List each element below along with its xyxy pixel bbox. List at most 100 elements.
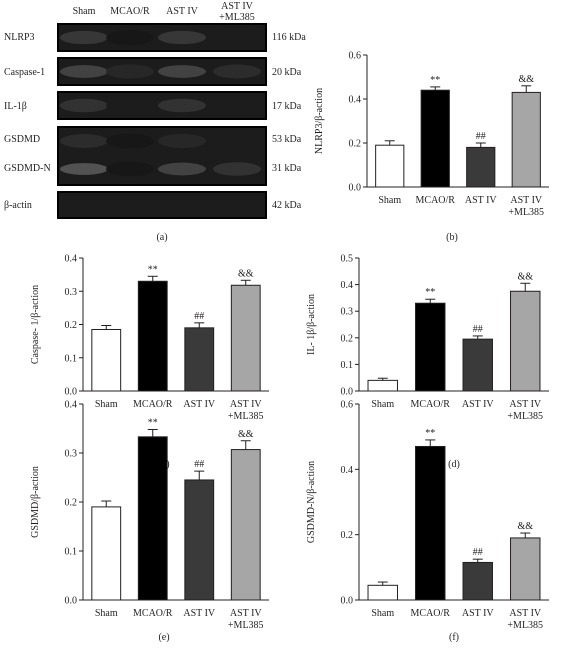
y-tick-label: 0.4 (349, 95, 362, 106)
bar (367, 584, 398, 601)
bar (462, 338, 493, 392)
x-tick-label: Sham (95, 608, 118, 619)
y-tick-label: 0.5 (341, 254, 354, 265)
blot-band (60, 30, 108, 45)
x-tick-label: AST IV (183, 608, 216, 619)
bar (462, 561, 493, 601)
bar (420, 89, 450, 188)
bar-charts: 0.0 0.2 0.4 0.6 NLRP3/β-action Sham ** MCAO/R ##… (30, 51, 549, 643)
bar (510, 290, 541, 392)
blot-band (60, 163, 108, 175)
blot-row-label: GSDMD (4, 134, 40, 145)
panel-label: (d) (448, 459, 460, 470)
blot-band (213, 30, 261, 45)
y-tick-label: 0.1 (341, 360, 354, 371)
y-tick-label: 0.2 (341, 530, 354, 541)
y-tick-label: 0.4 (65, 254, 78, 265)
y-tick-label: 0.0 (341, 596, 354, 607)
x-tick-label: +ML385 (507, 411, 543, 422)
blot-strip (57, 23, 267, 52)
bar (415, 302, 446, 392)
blot-column-label: AST IV (166, 6, 199, 17)
panel-label: (b) (446, 232, 458, 243)
significance-mark: ## (473, 324, 483, 335)
blot-band (158, 98, 206, 113)
panel-label-a: (a) (156, 232, 167, 243)
blot-strip (57, 191, 267, 219)
y-tick-label: 0.4 (65, 400, 78, 411)
blot-mw-label: 17 kDa (272, 101, 302, 112)
x-tick-label: AST IV (509, 399, 542, 410)
bar (230, 449, 261, 601)
panel-label: (f) (449, 632, 459, 643)
blot-column-label: Sham (73, 6, 96, 17)
blot-mw-label: 116 kDa (272, 32, 306, 43)
y-tick-label: 0.0 (65, 387, 78, 398)
x-tick-label: MCAO/R (416, 195, 456, 206)
blot-row-label: Caspase-1 (4, 67, 45, 78)
chart-b: 0.0 0.2 0.4 0.6 NLRP3/β-action Sham ** MCAO/R ##… (314, 51, 549, 243)
panel-label: (e) (158, 632, 169, 643)
significance-mark: ** (148, 264, 158, 275)
significance-mark: ## (476, 131, 486, 142)
x-tick-label: +ML385 (507, 620, 543, 631)
blot-mw-label: 31 kDa (272, 163, 302, 174)
y-tick-label: 0.2 (65, 320, 78, 331)
y-tick-label: 0.2 (65, 498, 78, 509)
blot-strip (57, 126, 267, 186)
blot-band (213, 133, 261, 149)
blot-row-label: IL-1β (4, 101, 27, 112)
x-tick-label: +ML385 (228, 411, 264, 422)
bar (415, 445, 446, 601)
significance-mark: && (517, 521, 533, 532)
blot-band (158, 197, 206, 213)
chart-d: 0.0 0.1 0.2 0.3 0.4 0.5 IL- 1β/β-action Sham ** M… (306, 254, 549, 470)
blot-band (158, 65, 206, 78)
bar (91, 506, 122, 601)
x-tick-label: MCAO/R (133, 399, 173, 410)
x-tick-label: AST IV (462, 399, 495, 410)
y-tick-label: 0.3 (341, 307, 354, 318)
y-tick-label: 0.4 (341, 280, 354, 291)
significance-mark: ** (148, 417, 158, 428)
y-tick-label: 0.2 (349, 139, 362, 150)
blot-row-label: NLRP3 (4, 32, 35, 43)
significance-mark: && (238, 429, 254, 440)
blot-band (106, 98, 154, 113)
y-tick-label: 0.4 (341, 465, 354, 476)
x-tick-label: MCAO/R (411, 608, 451, 619)
bar (230, 284, 261, 392)
x-tick-label: MCAO/R (133, 608, 173, 619)
blot-band (106, 64, 154, 79)
y-axis-label: Caspase- 1/β-action (30, 285, 41, 364)
blot-band (158, 162, 206, 176)
blot-band (106, 133, 154, 149)
significance-mark: && (517, 271, 533, 282)
bar (184, 327, 215, 392)
x-tick-label: Sham (378, 195, 401, 206)
blot-band (60, 134, 108, 148)
bar (137, 280, 168, 392)
significance-mark: && (518, 74, 534, 85)
x-tick-label: AST IV (509, 608, 542, 619)
blot-band (213, 162, 261, 176)
blot-mw-label: 42 kDa (272, 200, 302, 211)
blot-column-label: +ML385 (219, 12, 255, 23)
significance-mark: && (238, 268, 254, 279)
significance-mark: ## (194, 311, 204, 322)
significance-mark: ** (425, 287, 435, 298)
x-tick-label: +ML385 (508, 207, 544, 218)
y-axis-label: NLRP3/β-action (314, 88, 325, 154)
x-tick-label: +ML385 (228, 620, 264, 631)
significance-mark: ## (473, 547, 483, 558)
bar (184, 479, 215, 601)
y-axis-label: GSDMD-N/β-action (306, 461, 317, 543)
blot-band (213, 64, 261, 79)
y-tick-label: 0.3 (65, 287, 78, 298)
y-tick-label: 0.1 (65, 547, 78, 558)
blot-strip (57, 57, 267, 86)
bar (91, 328, 122, 392)
blot-band (158, 133, 206, 149)
x-tick-label: AST IV (183, 399, 216, 410)
